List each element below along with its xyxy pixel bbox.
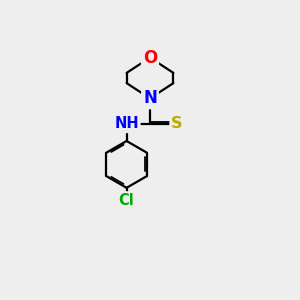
Text: Cl: Cl (119, 193, 134, 208)
Text: O: O (143, 49, 157, 67)
Text: N: N (143, 89, 157, 107)
Text: S: S (171, 116, 183, 131)
Text: NH: NH (114, 116, 139, 131)
